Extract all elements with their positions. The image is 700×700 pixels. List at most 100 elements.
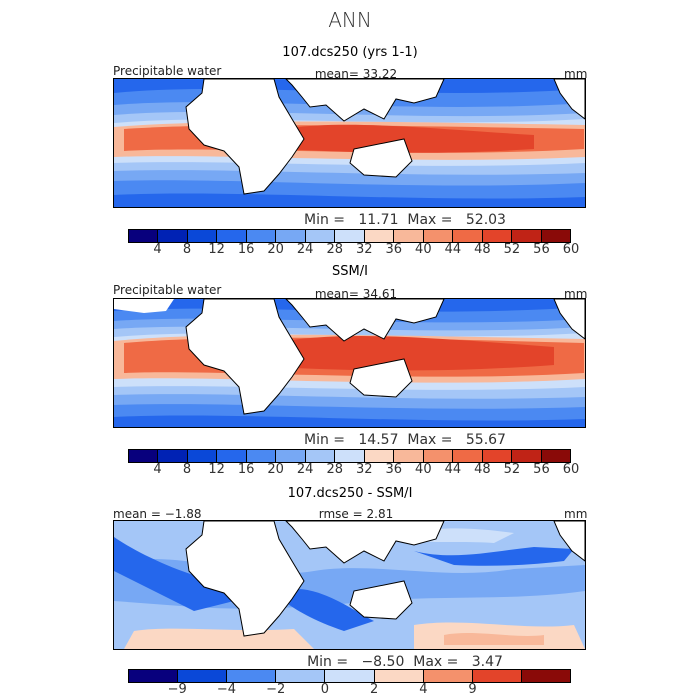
colorbar-tick-label: 0 [320, 682, 330, 697]
colorbar-tick-label: 60 [562, 242, 580, 257]
panel-2-min-value: 14.57 [358, 432, 399, 448]
colorbar-tick-label: 60 [562, 462, 580, 477]
colorbar-tick-label: 16 [237, 462, 255, 477]
panel-3-positive-anomaly [444, 633, 544, 645]
colorbar-tick-label: 24 [296, 242, 314, 257]
colorbar-swatch [394, 230, 424, 242]
panel-3-negative-anomaly [414, 547, 574, 566]
panel-3-land-australia [349, 580, 413, 620]
colorbar-swatch [276, 230, 306, 242]
panel-1-land-eurasia [285, 79, 445, 122]
colorbar-swatch [217, 450, 247, 462]
panel-2-title: SSM/I [332, 264, 368, 279]
panel-3-negative-anomaly [284, 588, 374, 631]
colorbar-tick-label: 20 [267, 242, 284, 257]
colorbar-swatch [246, 450, 277, 462]
colorbar-tick-label: 16 [237, 242, 255, 257]
panel-1-land-australia [349, 138, 413, 178]
colorbar-tick-label: 8 [182, 242, 192, 257]
colorbar-swatch [187, 450, 218, 462]
colorbar-tick-label: 52 [503, 242, 521, 257]
panel-3-mean: mean = −1.88 [113, 507, 202, 521]
colorbar-swatch [158, 230, 188, 242]
colorbar-tick-label: 32 [355, 242, 373, 257]
colorbar-swatch [423, 670, 473, 682]
panel-1-max-value: 52.03 [465, 212, 506, 228]
panel-2-max-label: Max [407, 432, 437, 448]
colorbar-tick-label: 44 [444, 242, 462, 257]
panel-3-land-americas [553, 521, 585, 562]
colorbar-swatch [129, 670, 179, 682]
panel-2-land-africa [185, 299, 305, 415]
colorbar-tick-label: −9 [167, 682, 187, 697]
colorbar-swatch [305, 450, 336, 462]
colorbar-tick-label: 36 [385, 462, 403, 477]
panel-1-map [113, 78, 586, 208]
panel-2-max-value: 55.67 [465, 432, 506, 448]
colorbar-swatch [276, 450, 306, 462]
colorbar-tick-label: 40 [415, 462, 432, 477]
colorbar-swatch [453, 230, 483, 242]
panel-1-min-label: Min [304, 212, 329, 228]
colorbar-swatch [453, 450, 483, 462]
panel-1-land-americas [553, 79, 585, 120]
panel-3-land-eurasia [285, 521, 445, 564]
colorbar-tick-label: 36 [385, 242, 403, 257]
panel-3-min-label: Min [307, 654, 332, 670]
colorbar-tick-label: 4 [153, 242, 162, 257]
panel-2-colorbar [128, 449, 571, 463]
panel-1-units: mm [564, 67, 588, 81]
panel-3-title: 107.dcs250 - SSM/I [287, 486, 413, 501]
colorbar-swatch [129, 450, 159, 462]
colorbar-tick-label: 2 [369, 682, 379, 697]
panel-1-title: 107.dcs250 (yrs 1-1) [282, 45, 418, 60]
colorbar-tick-label: 24 [296, 462, 314, 477]
colorbar-tick-label: 56 [533, 462, 550, 477]
colorbar-tick-label: 48 [474, 462, 491, 477]
colorbar-swatch [472, 670, 522, 682]
colorbar-swatch [364, 450, 395, 462]
panel-3-colorbar [128, 669, 571, 683]
panel-2-missing-data [114, 299, 174, 313]
colorbar-tick-label: 28 [326, 462, 343, 477]
colorbar-tick-label: 8 [182, 462, 192, 477]
panel-1-minmax: Min = 11.71 Max = 52.03 [304, 212, 506, 228]
panel-2-mean: mean= 34.61 [314, 287, 398, 301]
panel-2-variable-label: Precipitable water [113, 283, 222, 297]
colorbar-swatch [276, 670, 326, 682]
colorbar-swatch [178, 670, 228, 682]
colorbar-swatch [246, 230, 277, 242]
panel-3-colorbar-labels: −9 −4 −2 0 2 4 9 [128, 682, 571, 698]
colorbar-tick-label: 20 [267, 462, 284, 477]
panel-2-warm-pool-core [274, 335, 554, 371]
colorbar-swatch [512, 230, 542, 242]
colorbar-tick-label: 40 [415, 242, 432, 257]
colorbar-swatch [541, 450, 571, 462]
panel-3-map [113, 520, 586, 650]
colorbar-tick-label: −2 [266, 682, 286, 697]
colorbar-tick-label: 28 [326, 242, 343, 257]
colorbar-swatch [217, 230, 247, 242]
colorbar-tick-label: 48 [474, 242, 491, 257]
colorbar-tick-label: 12 [208, 462, 225, 477]
panel-2-minmax: Min = 14.57 Max = 55.67 [304, 432, 506, 448]
panel-1-land-africa [185, 79, 305, 195]
colorbar-swatch [364, 230, 395, 242]
panel-3-negative-anomaly [114, 537, 234, 611]
panel-1-variable-label: Precipitable water [113, 64, 222, 78]
colorbar-tick-label: 12 [208, 242, 225, 257]
colorbar-swatch [482, 230, 513, 242]
colorbar-tick-label: 56 [533, 242, 550, 257]
panel-3-units: mm [564, 507, 588, 521]
colorbar-swatch [541, 230, 571, 242]
colorbar-swatch [187, 230, 218, 242]
colorbar-tick-label: 4 [419, 682, 428, 697]
panel-1-colorbar [128, 229, 571, 243]
panel-3-min-value: −8.50 [361, 654, 405, 670]
panel-3-positive-anomaly [124, 628, 314, 649]
panel-3-max-value: 3.47 [471, 654, 503, 670]
figure-title: ANN [328, 8, 372, 32]
panel-2-colorbar-labels: 4 8 12 16 20 24 28 32 36 40 44 48 52 56 60 [128, 462, 579, 478]
panel-3-rmse: rmse = 2.81 [318, 507, 394, 521]
colorbar-swatch [158, 450, 188, 462]
